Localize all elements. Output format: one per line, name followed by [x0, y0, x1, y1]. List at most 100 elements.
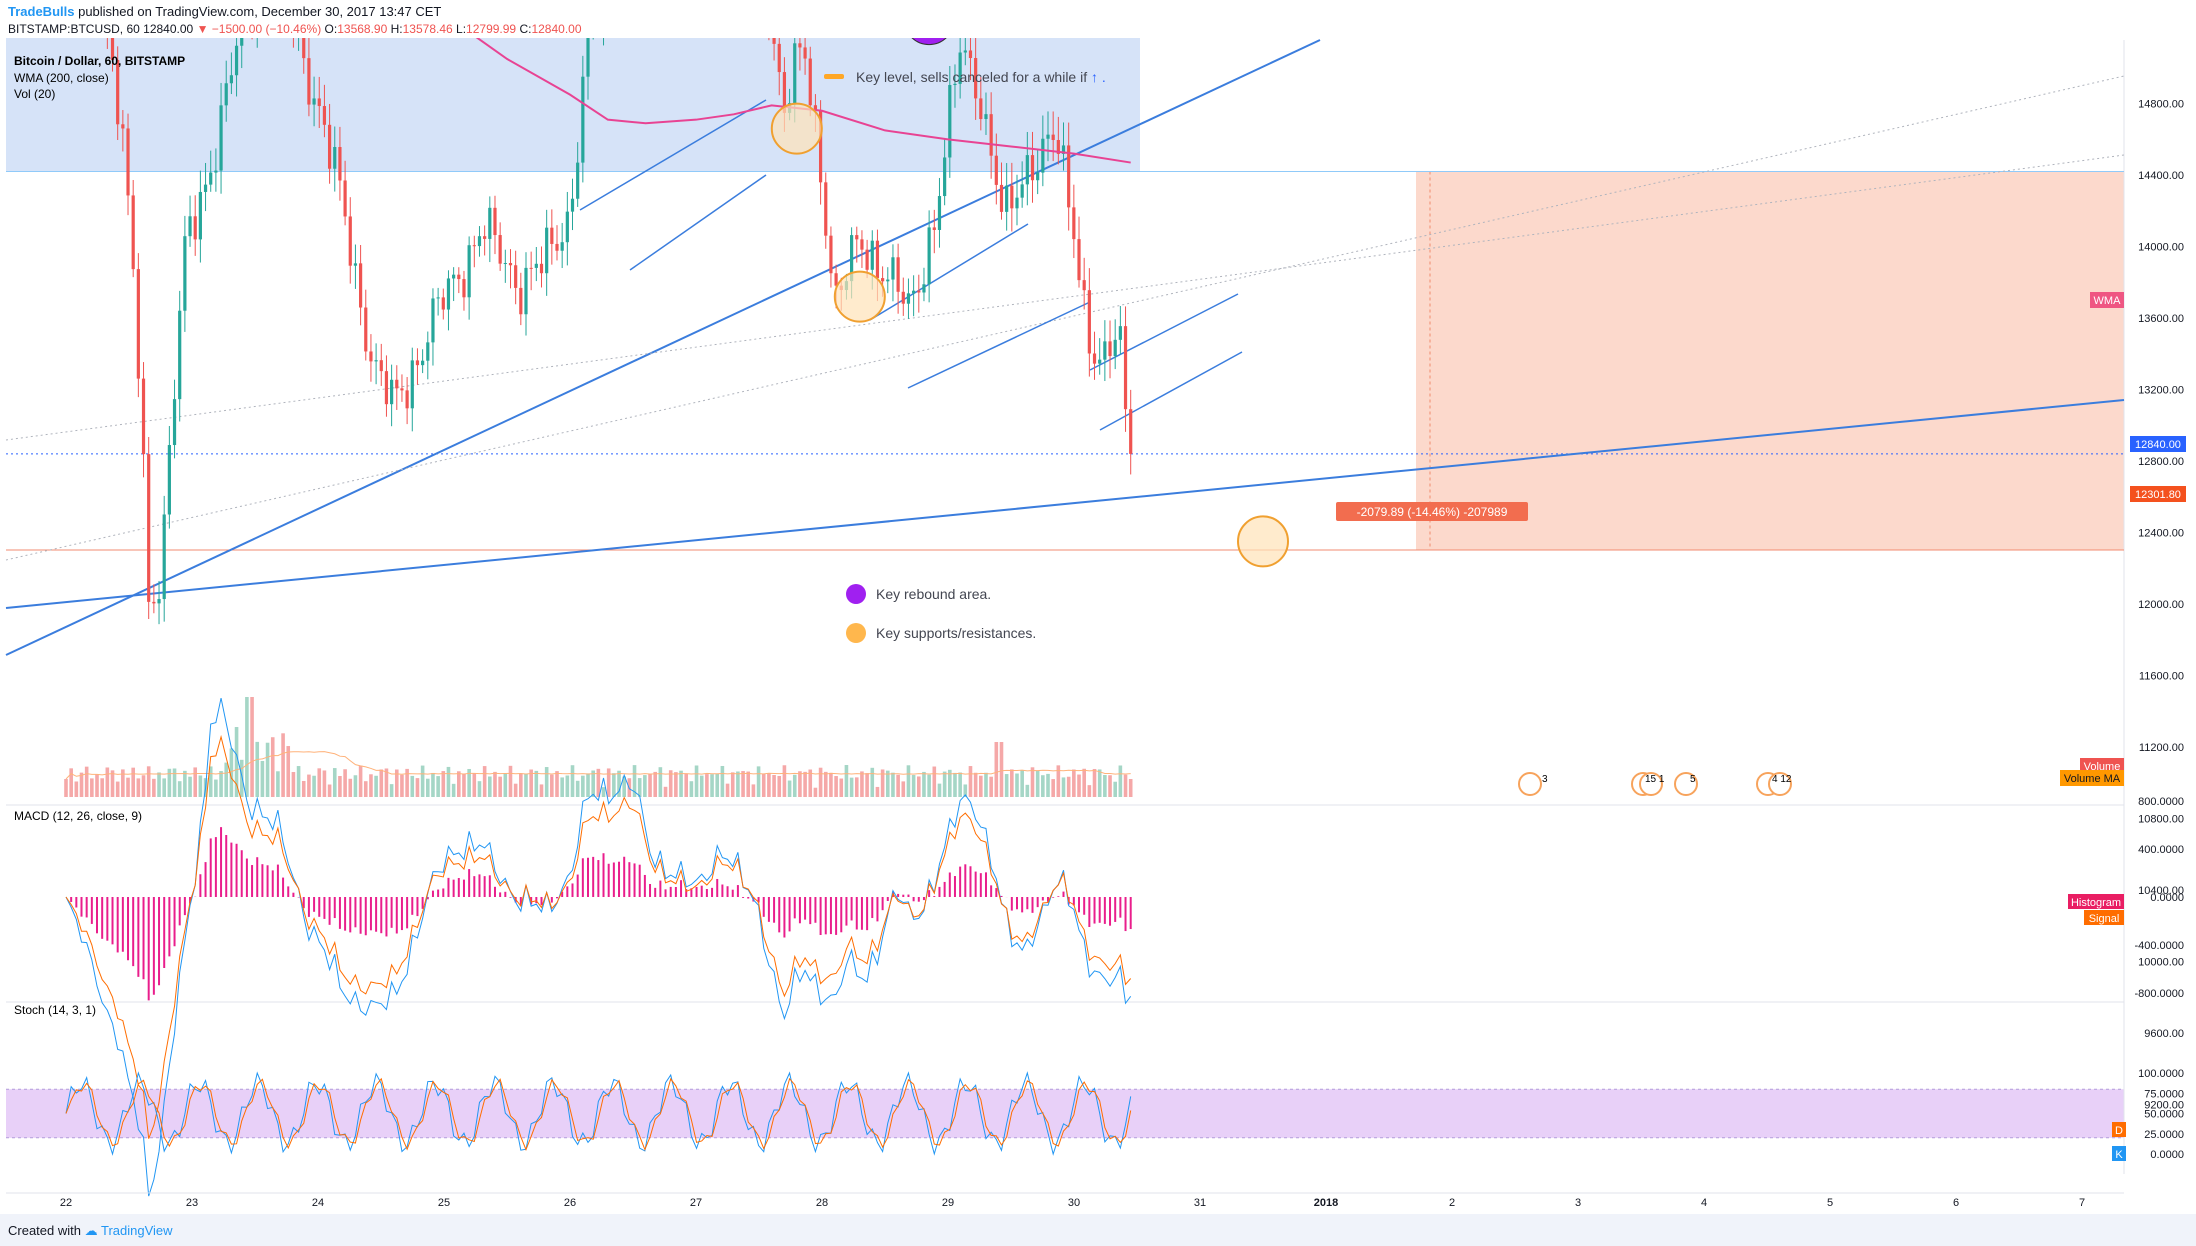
candle-body [1005, 185, 1009, 212]
stoch-tick-label: 50.0000 [2144, 1109, 2184, 1121]
volume-bar [488, 776, 492, 797]
volume-bar [250, 697, 254, 797]
volume-bar [110, 770, 115, 797]
volume-bar [885, 770, 890, 797]
candle-body [141, 378, 146, 455]
candle-body [948, 85, 952, 158]
stoch-tick-label: 75.0000 [2144, 1088, 2184, 1100]
volume-bar [177, 781, 182, 797]
volume-bar [436, 776, 440, 797]
candle-body [586, 38, 590, 77]
volume-bar [105, 767, 110, 797]
volume-bar [792, 774, 797, 797]
volume-bar [467, 768, 471, 797]
candle-body [121, 124, 125, 129]
stoch-tick-label: 0.0000 [2150, 1149, 2184, 1161]
trend-lines [5, 39, 2125, 656]
volume-bar [1061, 777, 1066, 797]
volume-bar [989, 776, 993, 797]
channel-line [1089, 293, 1239, 371]
candle-body [116, 59, 120, 125]
volume-bar [544, 767, 549, 797]
candle-body [1103, 341, 1107, 360]
footer: Created with ☁ TradingView [0, 1214, 2196, 1246]
candle-body [560, 242, 564, 251]
candle-body [307, 58, 311, 105]
volume-bar [834, 776, 838, 797]
time-tick-label: 28 [816, 1197, 828, 1209]
volume-bar [818, 767, 823, 797]
candle-body [772, 38, 776, 44]
macd-tick-label: 400.0000 [2138, 844, 2184, 856]
volume-bar [508, 765, 513, 797]
rebound-legend-text: Key rebound area. [876, 586, 991, 602]
macd-tick-label: -800.0000 [2134, 988, 2184, 1000]
flag-icon[interactable] [1674, 772, 1698, 796]
stoch-pane [6, 1071, 2124, 1156]
volume-bar [684, 773, 689, 797]
volume-bar [415, 778, 420, 797]
measure-label: -2079.89 (-14.46%) -207989 [1357, 505, 1508, 519]
volume-bar [720, 765, 725, 797]
chart-title: Bitcoin / Dollar, 60, BITSTAMP [14, 54, 185, 68]
volume-bar [286, 746, 291, 797]
flag-icon[interactable] [1639, 772, 1663, 796]
volume-bar [260, 760, 265, 797]
time-axis: 22 23 24 25 26 27 28 29 30 31 2018 2 3 4 5 6 7 [6, 1192, 2124, 1209]
volume-bar [927, 774, 931, 797]
candle-body [1056, 140, 1060, 154]
candle-body [147, 454, 151, 602]
volume-bar [519, 773, 523, 797]
volume-bar [198, 775, 203, 797]
volume-bar [803, 771, 807, 797]
signal-badge: Signal [2089, 913, 2120, 925]
candle-body [891, 257, 895, 280]
candle-body [131, 195, 135, 270]
volume-bar [994, 742, 999, 797]
volume-bar [1108, 775, 1112, 797]
flag-icon[interactable] [1518, 772, 1542, 796]
volume-bar [560, 777, 564, 797]
rebound-legend-dot [846, 584, 866, 604]
support-badge: 12301.80 [2135, 489, 2181, 501]
price-tick-label: 9600.00 [2144, 1028, 2184, 1040]
candle-body [943, 157, 947, 197]
last-price-badge: 12840.00 [2135, 439, 2181, 451]
candle-body [343, 180, 347, 217]
economic-events[interactable]: 3 15 1 5 4 12 [1518, 772, 1792, 796]
volume-bar [79, 772, 84, 797]
candle-body [953, 83, 957, 86]
candle-body [875, 240, 880, 279]
candle-body [958, 52, 962, 84]
volume-bar [457, 771, 461, 797]
price-change: ▼ −1500.00 (−10.46%) [196, 22, 322, 36]
time-tick-label: 23 [186, 1197, 198, 1209]
flag-icon[interactable] [1768, 772, 1792, 796]
candle-body [229, 75, 233, 84]
tradingview-brand[interactable]: TradingView [101, 1223, 173, 1238]
chart-canvas[interactable]: 17200.0016800.0016400.0016000.0015600.00… [0, 38, 2196, 1214]
histogram-badge: Histogram [2071, 897, 2121, 909]
rebound-marker [911, 38, 947, 46]
volume-bar [1087, 785, 1092, 797]
volume-bar [575, 780, 580, 797]
candle-body [327, 124, 332, 169]
price-tick-label: 14000.00 [2138, 242, 2184, 254]
indicator-wma-title: WMA (200, close) [14, 71, 109, 85]
price-tick-label: 14800.00 [2138, 99, 2184, 111]
volume-bar [777, 775, 782, 797]
author-name[interactable]: TradeBulls [8, 4, 75, 19]
candle-body [214, 170, 218, 173]
candle-body [359, 263, 363, 308]
volume-bar [968, 766, 973, 797]
volume-bar [281, 733, 285, 797]
volume-bar [586, 773, 590, 797]
volume-bar [751, 784, 756, 797]
volume-bar [234, 727, 239, 797]
candle-body [462, 279, 466, 298]
volume-bar [84, 766, 89, 797]
candle-body [421, 360, 425, 366]
volume-bar [498, 776, 502, 797]
volume-bar [565, 775, 570, 797]
candle-body [157, 599, 161, 604]
